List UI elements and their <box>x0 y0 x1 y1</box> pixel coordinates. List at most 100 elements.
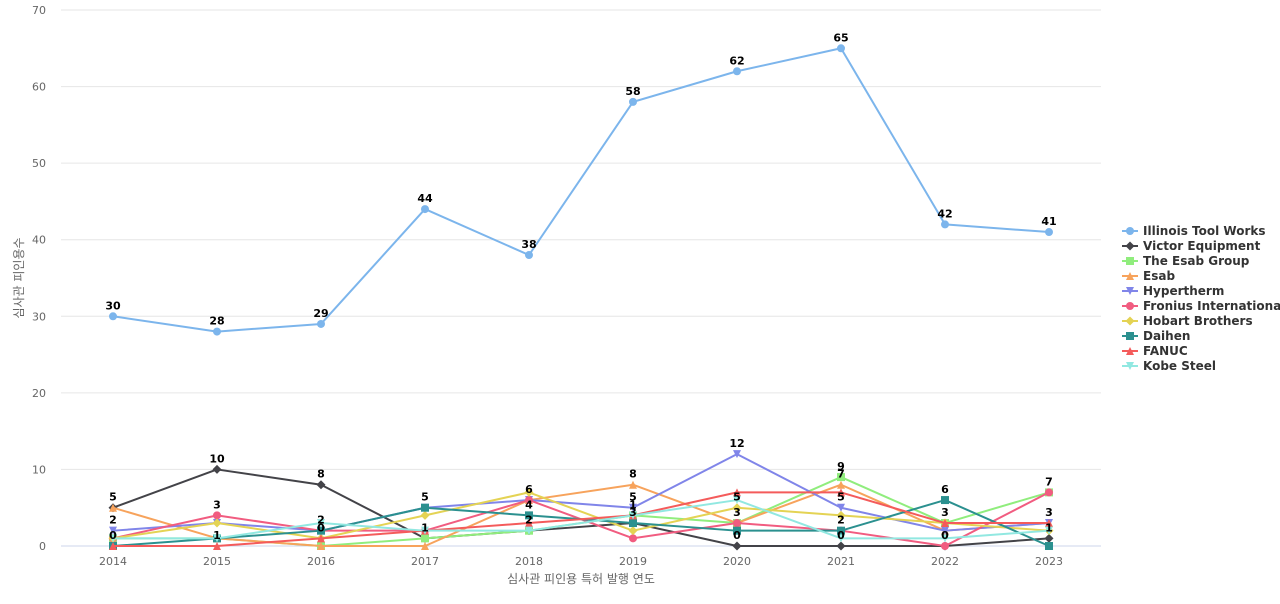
data-label: 0 <box>733 529 741 542</box>
legend-item[interactable]: Victor Equipment <box>1122 239 1261 253</box>
legend-marker <box>1126 257 1134 265</box>
y-tick-label: 10 <box>32 463 46 476</box>
series-9 <box>109 496 1053 543</box>
x-tick-label: 2015 <box>203 555 231 568</box>
data-label: 0 <box>837 529 845 542</box>
data-point <box>421 526 429 535</box>
y-tick-label: 40 <box>32 234 46 247</box>
data-point <box>732 541 742 551</box>
legend-item[interactable]: Kobe Steel <box>1122 359 1216 373</box>
data-point <box>212 518 222 528</box>
data-point <box>733 526 741 535</box>
series-0 <box>109 44 1053 336</box>
data-label: 2 <box>837 514 845 527</box>
data-label: 5 <box>733 491 741 504</box>
data-point <box>836 510 846 520</box>
series-line <box>112 499 1050 540</box>
data-point <box>317 534 325 543</box>
y-tick-label: 60 <box>32 81 46 94</box>
data-label: 42 <box>937 207 952 220</box>
data-point <box>1045 488 1053 497</box>
data-point <box>941 519 949 528</box>
data-point <box>837 488 845 497</box>
data-label: 38 <box>521 238 536 251</box>
data-label: 41 <box>1041 215 1056 228</box>
data-point <box>109 312 117 321</box>
data-label: 5 <box>109 491 117 504</box>
data-point <box>629 519 637 528</box>
data-label: 3 <box>213 498 221 511</box>
legend-marker <box>1126 332 1134 340</box>
data-label: 5 <box>837 491 845 504</box>
legend-marker <box>1126 347 1134 355</box>
legend-marker <box>1125 241 1135 251</box>
data-label: 7 <box>837 468 845 481</box>
x-tick-label: 2019 <box>619 555 647 568</box>
data-point <box>733 519 741 528</box>
data-point <box>837 44 845 53</box>
series-line <box>112 47 1050 333</box>
y-axis-title: 심사관 피인용수 <box>12 237 26 318</box>
data-label: 5 <box>421 491 429 504</box>
legend-item[interactable]: Hypertherm <box>1122 284 1224 298</box>
data-point <box>837 503 845 512</box>
data-point <box>733 496 741 505</box>
series-8 <box>109 488 1053 550</box>
data-point <box>525 251 533 260</box>
legend-item[interactable]: Illinois Tool Works <box>1122 224 1266 238</box>
data-label: 62 <box>729 54 744 67</box>
legend-item[interactable]: Fronius International <box>1122 299 1280 313</box>
data-point <box>629 511 637 520</box>
data-point <box>733 450 741 459</box>
data-point <box>213 327 221 336</box>
series-area <box>108 44 1054 551</box>
data-point <box>1045 542 1053 550</box>
data-label: 7 <box>1045 475 1053 488</box>
data-point <box>941 534 949 543</box>
legend-label: Victor Equipment <box>1143 239 1261 253</box>
data-label: 8 <box>629 468 637 481</box>
data-point <box>421 503 429 512</box>
legend-label: Kobe Steel <box>1143 359 1216 373</box>
legend-label: Daihen <box>1143 329 1190 343</box>
legend-label: The Esab Group <box>1143 254 1250 268</box>
data-point <box>941 542 949 550</box>
data-label: 3 <box>1045 506 1053 519</box>
data-point <box>525 526 533 535</box>
legend-item[interactable]: FANUC <box>1122 344 1188 358</box>
data-point <box>837 534 845 543</box>
data-label: 6 <box>941 483 949 496</box>
data-point <box>629 480 637 489</box>
legend-item[interactable]: Esab <box>1122 269 1175 283</box>
legend-marker <box>1126 287 1134 295</box>
x-axis-title: 심사관 피인용 특허 발행 연도 <box>507 571 655 586</box>
data-label: 8 <box>317 468 325 481</box>
data-point <box>836 541 846 551</box>
x-axis: 2014 2015 2016 2017 2018 2019 2020 2021 2022 2023 <box>61 545 1101 568</box>
y-tick-label: 50 <box>32 157 46 170</box>
data-point <box>733 67 741 76</box>
legend-item[interactable]: The Esab Group <box>1122 254 1250 268</box>
legend-label: Hobart Brothers <box>1143 314 1253 328</box>
data-point <box>1044 533 1054 543</box>
data-point <box>213 542 221 550</box>
data-point <box>628 526 638 536</box>
series-line <box>112 483 1050 547</box>
legend-marker <box>1126 302 1134 310</box>
legend-item[interactable]: Hobart Brothers <box>1122 314 1253 328</box>
data-point <box>316 480 326 490</box>
legend-item[interactable]: Daihen <box>1122 329 1190 343</box>
x-tick-label: 2018 <box>515 555 543 568</box>
x-tick-label: 2021 <box>827 555 855 568</box>
data-label: 0 <box>317 521 325 534</box>
data-label: 4 <box>525 498 533 511</box>
data-point <box>1045 519 1053 528</box>
data-point <box>109 534 117 543</box>
y-tick-label: 70 <box>32 4 46 17</box>
series-3 <box>109 480 1053 550</box>
data-point <box>1045 526 1053 535</box>
data-label: 1 <box>213 529 221 542</box>
